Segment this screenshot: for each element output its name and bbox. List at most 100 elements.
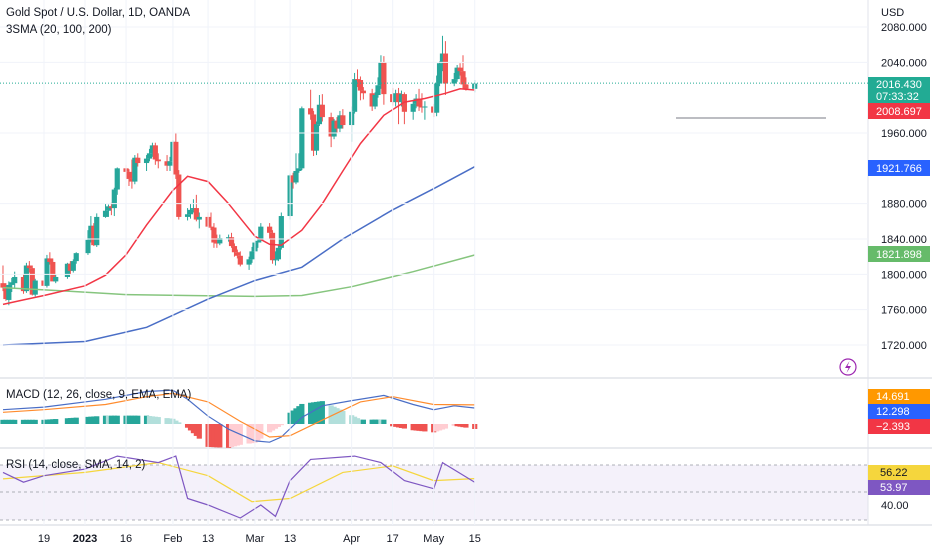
macd-histogram-bar <box>108 415 114 424</box>
candle <box>152 142 158 165</box>
candle <box>196 212 202 229</box>
macd-histogram-bar <box>410 424 416 431</box>
macd-line <box>2 389 475 443</box>
candle <box>237 251 243 267</box>
macd-histogram-bar <box>451 424 457 426</box>
rsi-ma-tag: 56.22 <box>868 465 930 480</box>
candle <box>275 244 281 262</box>
candle <box>375 77 381 98</box>
candle <box>340 109 346 129</box>
candle <box>146 148 153 162</box>
candle <box>225 234 232 242</box>
macd-histogram-bar <box>193 424 199 436</box>
candle <box>360 87 366 100</box>
svg-text:2016.430: 2016.430 <box>876 79 922 91</box>
macd-hist-tag: −2.393 <box>868 419 930 434</box>
candle <box>190 199 197 213</box>
candle <box>143 155 150 171</box>
macd-histogram-bar <box>85 416 91 424</box>
macd-histogram-bar <box>217 424 223 448</box>
candle <box>167 156 173 171</box>
macd-layer <box>0 389 478 448</box>
time-tick-label: 13 <box>202 533 214 545</box>
macd-histogram-bar <box>225 424 232 448</box>
macd-histogram-bar <box>275 424 281 427</box>
candle <box>422 101 428 120</box>
candle <box>457 63 463 76</box>
svg-text:12.298: 12.298 <box>876 406 910 418</box>
macd-histogram-bar <box>340 410 346 424</box>
price-tick-label: 1960.000 <box>881 128 927 140</box>
macd-histogram-bar <box>416 424 422 431</box>
macd-histogram-bar <box>401 424 407 429</box>
candle <box>269 230 276 264</box>
macd-histogram-bar <box>375 419 381 424</box>
candle <box>6 281 12 306</box>
macd-title: MACD (12, 26, close, 9, EMA, EMA) <box>6 389 192 401</box>
macd-histogram-bar <box>337 409 343 424</box>
macd-histogram-bar <box>293 408 299 424</box>
svg-text:07:33:32: 07:33:32 <box>876 91 919 103</box>
macd-histogram-bar <box>70 417 76 424</box>
macd-histogram-bar <box>9 419 15 424</box>
rsi-line <box>2 455 476 519</box>
macd-histogram-bar <box>73 417 79 424</box>
candle <box>126 169 132 186</box>
macd-histogram-bar <box>149 416 156 424</box>
macd-histogram-bar <box>26 419 32 424</box>
candle <box>357 76 364 101</box>
candle <box>351 72 358 114</box>
candle <box>88 216 94 243</box>
svg-text:14.691: 14.691 <box>876 391 910 403</box>
candle <box>176 170 182 220</box>
macd-histogram-bar <box>357 419 364 424</box>
macd-histogram-bar <box>272 424 279 429</box>
candle <box>3 283 9 301</box>
candle <box>308 89 314 120</box>
rsi-ma-line <box>2 461 475 503</box>
macd-histogram-bar <box>331 406 337 424</box>
macd-histogram-bar <box>44 419 50 424</box>
macd-histogram-bar <box>50 419 56 424</box>
macd-histogram-bar <box>316 401 323 424</box>
candle <box>20 274 27 294</box>
macd-histogram-bar <box>308 402 314 424</box>
candle <box>378 55 384 89</box>
candle <box>94 213 100 247</box>
candle <box>155 153 161 169</box>
time-tick-label: Apr <box>343 533 360 545</box>
candle <box>439 35 446 72</box>
macd-histogram-bar <box>231 424 238 447</box>
candle <box>64 262 71 279</box>
price-tick-label: 2080.000 <box>881 22 927 34</box>
macd-histogram-bar <box>88 416 94 424</box>
candle <box>173 133 179 179</box>
svg-text:−2.393: −2.393 <box>876 421 910 433</box>
macd-histogram-bar <box>378 419 384 424</box>
price-tick-label: 1840.000 <box>881 234 927 246</box>
macd-histogram-bar <box>102 415 109 424</box>
macd-histogram-bar <box>234 424 240 446</box>
svg-text:1921.766: 1921.766 <box>876 163 922 175</box>
candle <box>114 167 120 195</box>
price-tick-label: 1880.000 <box>881 199 927 211</box>
candle <box>149 142 156 157</box>
macd-signal-tag: 14.691 <box>868 389 930 404</box>
macd-histogram-bar <box>360 419 366 424</box>
macd-histogram-bar <box>91 416 97 424</box>
rsi-layer <box>2 455 476 519</box>
candle <box>354 69 361 88</box>
candle <box>246 256 252 270</box>
sma20-tag: 2008.697 <box>868 103 930 119</box>
candle <box>331 118 337 140</box>
sma100-tag: 1921.766 <box>868 160 930 176</box>
candle <box>234 249 240 259</box>
macd-histogram-bar <box>114 415 120 424</box>
candle <box>132 155 138 185</box>
macd-histogram-bar <box>126 415 132 424</box>
lightning-icon[interactable] <box>839 358 857 376</box>
time-axis[interactable]: 19 2023 16 Feb 13 Mar 13 Apr 17 May 15 <box>38 0 481 545</box>
macd-histogram-bar <box>208 424 214 448</box>
candle <box>410 100 416 120</box>
